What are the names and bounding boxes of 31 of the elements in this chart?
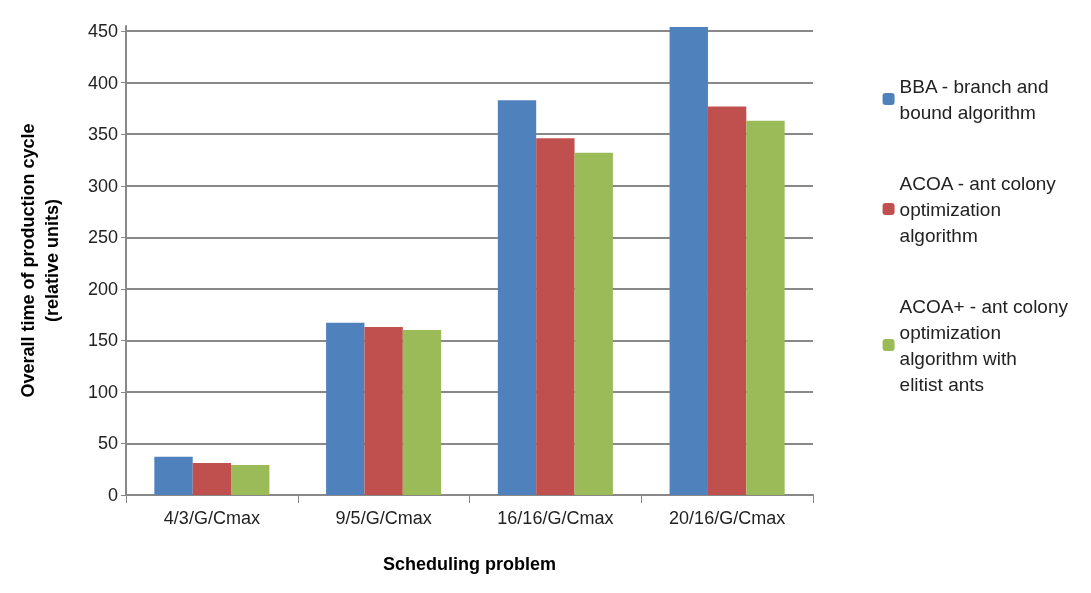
y-tick-label: 250 [87,227,118,248]
bar [669,27,708,495]
x-axis-title: Scheduling problem [382,554,557,574]
bar [364,326,403,495]
bar [326,322,365,495]
x-tick-label: 9/5/G/Cmax [335,508,432,528]
y-tick-label: 0 [107,485,118,505]
bar [192,463,232,495]
bar [154,456,193,495]
legend-label: BBA - branch and bound algorithm [899,75,1049,123]
bar [231,465,270,495]
bar [497,100,537,495]
y-tick-label: 200 [87,278,118,299]
y-tick-label: 350 [87,124,118,145]
x-tick-label: 16/16/G/Cmax [497,508,614,528]
bar [707,106,747,495]
y-axis-title: Overall time of production cycle (relative units) [18,123,62,398]
y-tick-label: 100 [87,381,118,402]
bar [536,138,575,495]
x-tick-label: 20/16/G/Cmax [669,508,786,528]
y-tick-label: 150 [87,330,118,351]
bar [574,152,613,495]
bar [402,330,442,495]
legend-label: ACOA - ant colony optimization algorithm [899,172,1057,246]
y-tick-label: 300 [87,175,118,196]
y-tick-label: 450 [87,21,118,42]
y-tick-label: 50 [97,433,118,454]
y-tick-label: 400 [87,72,118,93]
x-tick-label: 4/3/G/Cmax [163,508,260,528]
legend-label: ACOA+ - ant colony optimization algorithm with elitist ants [899,295,1069,395]
bar [746,120,785,495]
